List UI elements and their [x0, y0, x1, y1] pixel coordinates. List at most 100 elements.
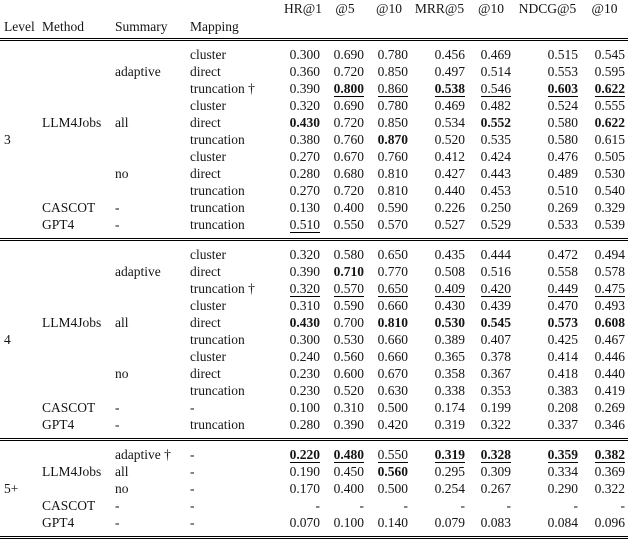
metric-value: 0.552	[480, 115, 511, 130]
summary-cell	[115, 297, 190, 314]
level-cell	[0, 280, 42, 297]
value-cell: 0.444	[468, 240, 514, 264]
value-cell: 0.079	[411, 514, 468, 538]
mapping-cell: -	[190, 464, 195, 479]
metric-value: 0.670	[377, 366, 408, 381]
metric-value: 0.280	[289, 417, 320, 432]
value-cell: -	[581, 497, 628, 514]
mapping-cell: direct	[190, 264, 221, 279]
metric-value: 0.540	[594, 183, 625, 198]
value-cell: 0.514	[468, 63, 514, 80]
value-cell: 0.070	[283, 514, 323, 538]
method-cell: GPT4	[42, 217, 75, 232]
level-cell	[0, 97, 42, 114]
value-cell: 0.337	[514, 416, 581, 440]
value-cell: 0.660	[367, 331, 411, 348]
level-cell: 5+	[4, 481, 19, 496]
value-cell: 0.390	[323, 416, 367, 440]
metric-value: 0.680	[333, 166, 364, 181]
mapping-cell: -	[190, 498, 195, 513]
value-cell: 0.170	[283, 480, 323, 497]
metric-value: 0.220	[289, 447, 320, 463]
value-cell: 0.570	[367, 216, 411, 240]
value-cell: 0.570	[323, 280, 367, 297]
value-cell: 0.380	[283, 131, 323, 148]
metric-value: 0.720	[333, 115, 364, 130]
metric-value: 0.100	[289, 400, 320, 415]
method-cell: LLM4Jobs	[42, 464, 102, 479]
value-cell: 0.174	[411, 399, 468, 416]
table-row: GPT4 - truncation 0.510 0.550 0.570 0.527 0.529…	[0, 216, 628, 240]
method-cell	[42, 297, 115, 314]
value-cell: 0.608	[581, 314, 628, 331]
value-cell: 0.500	[367, 399, 411, 416]
metric-value: -	[620, 498, 626, 513]
mapping-cell: truncation	[190, 132, 245, 147]
col-header-level: Level	[4, 19, 35, 34]
metric-value: 0.530	[333, 332, 364, 347]
table-row: cluster 0.300 0.690 0.780 0.456 0.469 0.515 0.5…	[0, 40, 628, 64]
value-cell: 0.472	[514, 240, 581, 264]
metric-value: 0.070	[289, 515, 320, 530]
metric-value: 0.493	[594, 298, 625, 313]
metric-value: 0.199	[480, 400, 511, 415]
mapping-cell: cluster	[190, 98, 226, 113]
value-cell: 0.560	[323, 348, 367, 365]
value-cell: 0.650	[367, 240, 411, 264]
table-row: LLM4Jobs all direct 0.430 0.720 0.850 0.534 0.5…	[0, 114, 628, 131]
value-cell: 0.516	[468, 263, 514, 280]
metric-value: 0.508	[434, 264, 465, 279]
metric-value: 0.810	[377, 315, 408, 330]
metric-value: 0.269	[594, 400, 625, 415]
metric-value: 0.359	[547, 447, 578, 463]
value-cell: 0.430	[283, 314, 323, 331]
value-cell: 0.453	[468, 182, 514, 199]
metric-value: 0.300	[289, 47, 320, 62]
metric-value: 0.334	[547, 464, 578, 479]
metric-value: 0.358	[434, 366, 465, 381]
metric-value: 0.527	[434, 217, 465, 232]
value-cell: 0.430	[411, 297, 468, 314]
level-cell	[0, 297, 42, 314]
metric-value: 0.560	[377, 464, 408, 479]
metric-value: 0.419	[594, 383, 625, 398]
metric-value: 0.435	[434, 247, 465, 262]
metric-value: -	[506, 498, 512, 513]
metric-value: 0.570	[333, 281, 364, 297]
metric-value: 0.700	[333, 315, 364, 330]
metric-value: 0.514	[480, 64, 511, 79]
value-cell: 0.870	[367, 131, 411, 148]
metric-value: 0.083	[480, 515, 511, 530]
value-cell: 0.199	[468, 399, 514, 416]
mapping-cell: truncation	[190, 183, 245, 198]
metric-value: 0.560	[333, 349, 364, 364]
level-cell	[0, 314, 42, 331]
summary-cell	[115, 331, 190, 348]
method-cell	[42, 182, 115, 199]
mapping-cell: cluster	[190, 149, 226, 164]
metric-value: 0.190	[289, 464, 320, 479]
value-cell: -	[411, 497, 468, 514]
metric-value: 0.208	[547, 400, 578, 415]
metric-value: 0.476	[547, 149, 578, 164]
value-cell: 0.529	[468, 216, 514, 240]
metric-value: 0.409	[434, 281, 465, 297]
value-cell: 0.780	[367, 40, 411, 64]
table-row: truncation 0.270 0.720 0.810 0.440 0.453 0.510…	[0, 182, 628, 199]
value-cell: 0.425	[514, 331, 581, 348]
metric-value: 0.420	[480, 281, 511, 297]
value-cell: 0.580	[323, 240, 367, 264]
metric-value: 0.760	[333, 132, 364, 147]
value-cell: 0.800	[323, 80, 367, 97]
col-header-hr-at-5: @5	[335, 1, 355, 16]
value-cell: -	[468, 497, 514, 514]
metric-value: 0.558	[547, 264, 578, 279]
value-cell: 0.555	[581, 97, 628, 114]
mapping-cell: cluster	[190, 349, 226, 364]
metric-value: 0.320	[289, 281, 320, 297]
level-cell	[0, 216, 42, 240]
level-cell	[0, 263, 42, 280]
summary-cell: -	[115, 417, 120, 432]
metric-value: 0.516	[480, 264, 511, 279]
